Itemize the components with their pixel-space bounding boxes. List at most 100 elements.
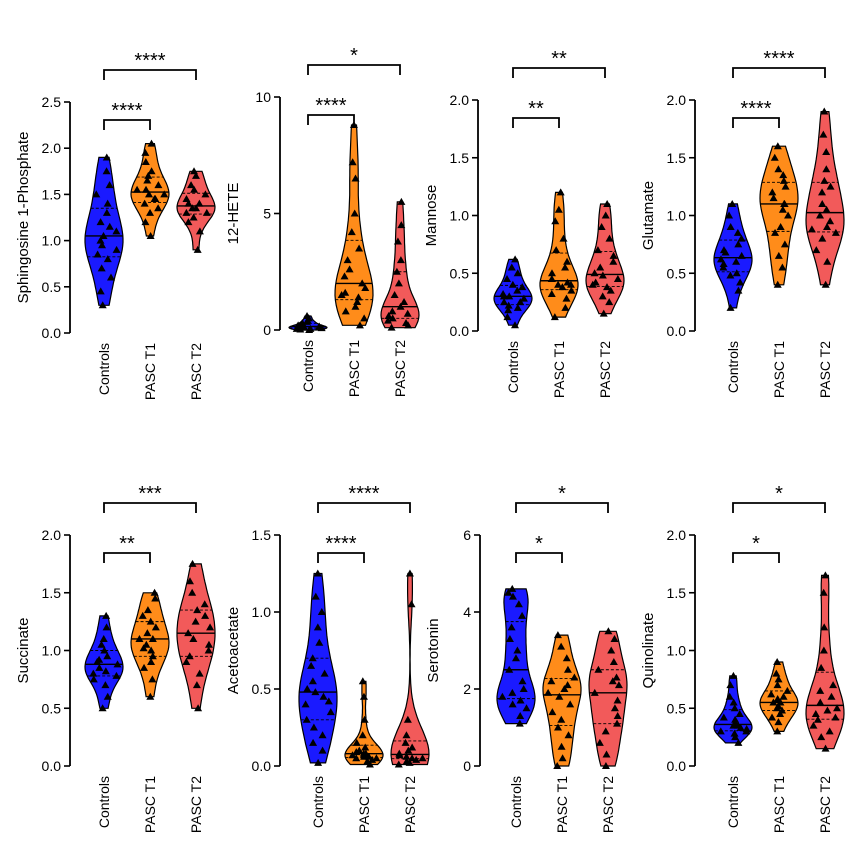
- data-point: [102, 153, 111, 161]
- data-point: [184, 218, 193, 226]
- data-point: [160, 190, 169, 198]
- y-tick-label: 1.0: [42, 233, 62, 249]
- significance-bracket: [103, 119, 151, 130]
- data-point: [101, 681, 110, 689]
- data-point: [352, 738, 361, 746]
- data-point: [547, 269, 556, 277]
- data-point: [499, 290, 508, 298]
- data-point: [557, 642, 566, 650]
- data-point: [564, 731, 573, 739]
- data-point: [97, 264, 106, 272]
- violin-controls: [84, 615, 124, 709]
- data-point: [324, 697, 333, 705]
- data-point: [394, 279, 403, 287]
- y-tick-label: 2.0: [450, 92, 470, 108]
- data-point: [811, 710, 820, 718]
- data-point: [556, 188, 565, 196]
- data-point: [504, 588, 513, 596]
- x-tick-label: PASC T2: [188, 343, 204, 400]
- x-tick-label: PASC T1: [142, 776, 158, 833]
- data-point: [516, 696, 525, 704]
- y-tick-label: 10: [255, 89, 271, 105]
- data-point: [326, 708, 335, 716]
- data-point: [819, 588, 828, 596]
- data-point: [140, 663, 149, 671]
- data-point: [783, 686, 792, 694]
- data-point: [151, 594, 160, 602]
- significance-bracket: [512, 67, 606, 78]
- violin-pasc-t2: [805, 110, 845, 286]
- data-point: [372, 754, 381, 762]
- data-point: [407, 600, 416, 608]
- data-point: [605, 234, 614, 242]
- data-point: [508, 280, 517, 288]
- data-point: [503, 313, 512, 321]
- data-point: [505, 634, 514, 642]
- data-point: [360, 314, 369, 322]
- data-point: [151, 623, 160, 631]
- data-point: [147, 167, 156, 175]
- data-point: [598, 292, 607, 300]
- data-point: [726, 271, 735, 279]
- data-point: [729, 671, 738, 679]
- data-point: [726, 303, 735, 311]
- y-tick-label: 2.0: [667, 527, 687, 543]
- significance-bracket: [732, 67, 826, 78]
- data-point: [563, 257, 572, 265]
- data-point: [601, 762, 610, 769]
- data-point: [89, 669, 98, 677]
- data-point: [99, 634, 108, 642]
- data-point: [146, 692, 155, 700]
- data-point: [816, 698, 825, 706]
- data-point: [348, 751, 357, 759]
- y-tick-label: 1.5: [252, 527, 272, 543]
- data-point: [817, 663, 826, 671]
- data-point: [547, 275, 556, 283]
- data-point: [98, 704, 107, 712]
- data-point: [777, 706, 786, 714]
- data-point: [554, 280, 563, 288]
- data-point: [354, 293, 363, 301]
- data-point: [613, 711, 622, 719]
- x-tick-label: Controls: [96, 343, 112, 395]
- data-point: [561, 303, 570, 311]
- data-point: [313, 569, 322, 577]
- data-point: [100, 646, 109, 654]
- data-point: [144, 171, 153, 179]
- data-point: [769, 698, 778, 706]
- data-point: [513, 646, 522, 654]
- data-point: [96, 218, 105, 226]
- data-point: [774, 165, 783, 173]
- data-point: [182, 658, 191, 666]
- data-point: [190, 185, 199, 193]
- data-point: [189, 634, 198, 642]
- y-tick-label: 1.0: [42, 643, 62, 659]
- x-tick-label: PASC T1: [346, 340, 362, 397]
- data-point: [719, 260, 728, 268]
- data-point: [143, 606, 152, 614]
- data-point: [816, 686, 825, 694]
- y-tick-label: 2.5: [42, 94, 62, 110]
- data-point: [96, 287, 105, 295]
- data-point: [301, 700, 310, 708]
- data-point: [360, 715, 369, 723]
- y-tick-label: 0.5: [42, 700, 62, 716]
- significance-label: ****: [315, 95, 346, 117]
- data-point: [384, 312, 393, 320]
- data-point: [768, 713, 777, 721]
- data-point: [184, 199, 193, 207]
- data-point: [201, 190, 210, 198]
- significance-label: *: [775, 483, 783, 505]
- data-point: [309, 738, 318, 746]
- data-point: [188, 588, 197, 596]
- data-point: [95, 663, 104, 671]
- data-point: [769, 194, 778, 202]
- data-point: [103, 199, 112, 207]
- data-point: [780, 240, 789, 248]
- data-point: [93, 250, 102, 258]
- significance-label: ****: [134, 50, 165, 72]
- data-point: [402, 757, 411, 765]
- data-point: [147, 658, 156, 666]
- y-tick-label: 1.5: [450, 150, 470, 166]
